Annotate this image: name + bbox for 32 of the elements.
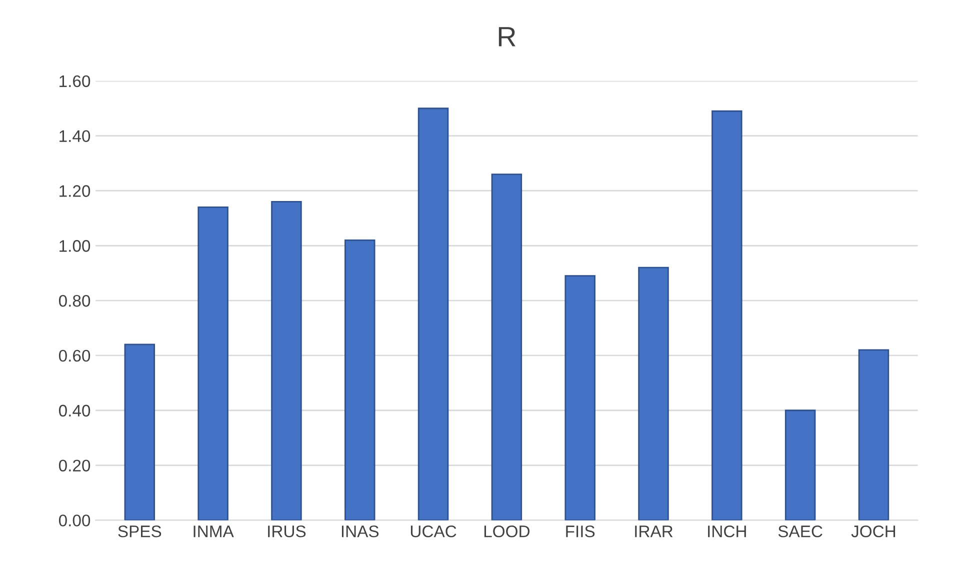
bar [564,275,596,520]
x-tick-label: IRAR [635,526,673,538]
chart-title: R [498,27,516,46]
y-tick-label: 1.20 [60,185,90,197]
y-tick-label: 1.00 [60,240,90,252]
bar [418,108,449,520]
y-tick-label: 0.20 [58,460,90,472]
x-tick-label: UCAC [410,526,456,538]
x-tick-label: INAS [342,526,379,538]
x-tick-label: JOCH [851,526,896,538]
x-tick-label: FIIS [566,526,595,538]
bar [124,344,156,520]
bar [712,110,742,520]
y-tick-label: 0.40 [58,404,90,417]
x-tick-label: SAEC [778,526,822,538]
bar [198,206,228,520]
y-tick-label: 1.40 [60,130,90,142]
y-tick-label: 1.60 [60,75,90,88]
bar [271,201,302,520]
bar [858,349,890,520]
bar [638,266,669,520]
y-tick-label: 0.60 [58,350,90,362]
x-tick-label: SPES [118,526,162,538]
bar [784,410,816,520]
bar [491,174,522,520]
x-tick-label: INMA [194,526,234,538]
bar [344,239,376,520]
x-tick-label: IRUS [268,526,306,538]
x-tick-label: LOOD [484,526,530,538]
x-tick-label: INCH [708,526,746,538]
y-tick-label: 0.80 [58,294,90,307]
y-tick-label: 0.00 [58,514,90,526]
